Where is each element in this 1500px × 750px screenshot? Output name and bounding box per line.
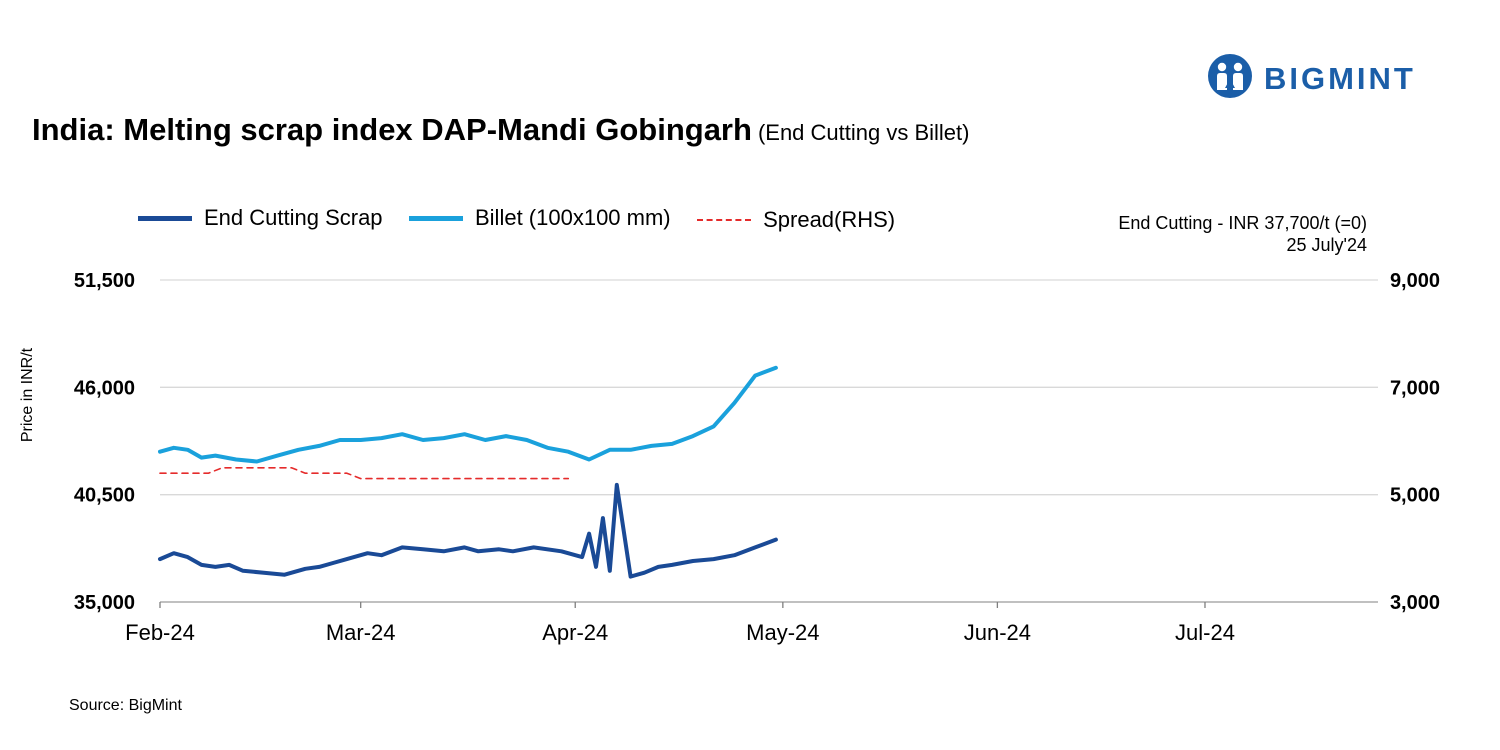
y-tick-label-left: 51,500: [74, 270, 135, 292]
chart-subtitle: (End Cutting vs Billet): [757, 120, 970, 145]
chart-title-row: India: Melting scrap index DAP-Mandi Gob…: [32, 112, 969, 148]
legend-label-end-cutting: End Cutting Scrap: [204, 205, 383, 230]
series-line-end-cutting: [158, 482, 778, 579]
legend-swatch-billet: [409, 215, 463, 221]
chart-title: India: Melting scrap index DAP-Mandi Gob…: [32, 112, 752, 147]
y-tick-label-right: 5,000: [1390, 485, 1440, 507]
y-tick-label-left: 40,500: [74, 485, 135, 507]
x-tick-label: May-24: [746, 620, 819, 645]
note-line-2: 25 July'24: [1286, 235, 1368, 255]
legend-swatch-end-cutting: [138, 215, 192, 221]
note-line-1: End Cutting - INR 37,700/t (=0): [1118, 213, 1367, 233]
series-line-billet: [158, 365, 778, 464]
series-line-spread: [159, 467, 570, 480]
legend-item-spread: Spread(RHS): [697, 207, 895, 233]
legend-swatch-spread: [697, 218, 752, 221]
x-tick-label: Mar-24: [326, 620, 396, 645]
logo-text: BIGMINT: [1264, 61, 1416, 96]
x-tick-label: Jun-24: [964, 620, 1031, 645]
y-tick-label-right: 3,000: [1390, 592, 1440, 614]
x-tick-label: Apr-24: [542, 620, 608, 645]
bigmint-people-icon: [1208, 54, 1252, 98]
y-tick-label-left: 35,000: [74, 592, 135, 614]
legend: End Cutting Scrap Billet (100x100 mm) Sp…: [138, 205, 917, 235]
chart-note: End Cutting - INR 37,700/t (=0) 25 July'…: [1118, 212, 1367, 256]
legend-label-spread: Spread(RHS): [763, 206, 896, 232]
legend-item-end-cutting: End Cutting Scrap: [138, 205, 383, 231]
y-tick-label-right: 7,000: [1390, 377, 1440, 399]
legend-item-billet: Billet (100x100 mm): [409, 205, 671, 231]
x-tick-label: Feb-24: [125, 620, 195, 645]
y-tick-label-right: 9,000: [1390, 270, 1440, 292]
source-note: Source: BigMint: [69, 697, 182, 714]
bigmint-logo: BIGMINT: [1206, 52, 1446, 104]
legend-label-billet: Billet (100x100 mm): [475, 205, 671, 230]
x-tick-label: Jul-24: [1175, 620, 1235, 645]
y-tick-label-left: 46,000: [74, 377, 135, 399]
